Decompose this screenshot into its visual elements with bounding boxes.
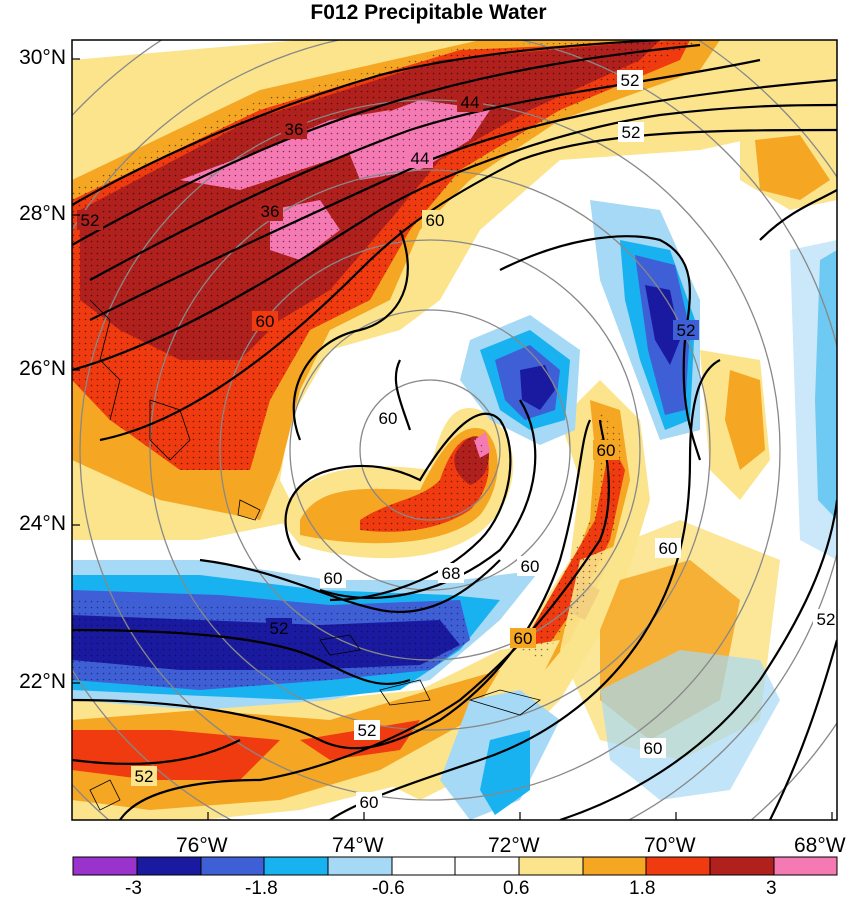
stipple-north [72,40,700,470]
contour-label: 52 [77,210,103,230]
lon-label-74w: 74°W [332,834,384,857]
contour-label: 44 [407,148,433,168]
lon-label-68w: 68°W [794,834,846,857]
svg-text:60: 60 [659,539,678,558]
svg-text:60: 60 [256,312,275,331]
stipple-ring [360,437,489,532]
svg-text:44: 44 [461,93,480,112]
contour-label: 60 [356,792,382,812]
contour-label: 52 [673,320,699,340]
lon-label-76w: 76°W [176,834,228,857]
contour-label: 52 [618,122,644,142]
colorbar-cell [454,856,520,876]
lat-label-26n: 26°N [19,357,66,380]
svg-text:52: 52 [81,211,100,230]
colorbar-cell [200,856,265,876]
cold-se-lightblue [600,650,780,800]
contour-label: 52 [813,609,837,629]
contour-label: 52 [266,618,292,638]
colorbar-cell [136,856,202,876]
colorbar-cell [582,856,647,876]
plot-title: F012 Precipitable Water [310,1,547,24]
contour-label: 52 [354,720,380,740]
svg-text:68: 68 [442,564,461,583]
colorbar-cell [518,856,584,876]
svg-text:60: 60 [521,557,540,576]
colorbar-cell [709,856,775,876]
warm-streak-east-yellow [380,380,650,800]
pw-contours [72,40,837,820]
colorbar-cell [327,856,393,876]
svg-text:36: 36 [285,120,304,139]
contour-label: 60 [655,538,681,558]
contour-label: 60 [252,311,278,331]
colorbar-cell [263,856,329,876]
colorbar [72,856,838,876]
axis-ticks [72,58,833,820]
contour-label: 60 [320,568,346,588]
svg-text:52: 52 [621,71,640,90]
cold-east-edge-lightblue [790,240,837,560]
svg-text:36: 36 [261,202,280,221]
contour-label: 52 [617,70,643,90]
colorbar-cell [773,856,838,876]
contour-label: 60 [375,408,401,428]
contour-label: 60 [593,440,619,460]
colorbar-label: 3 [766,878,777,899]
svg-text:60: 60 [379,409,398,428]
colorbar-label: -1.8 [245,878,278,899]
svg-text:60: 60 [360,793,379,812]
coastlines [89,299,541,811]
cold-center-darkblue [520,365,555,410]
svg-text:60: 60 [514,629,533,648]
svg-text:52: 52 [358,721,377,740]
svg-text:52: 52 [677,321,696,340]
svg-text:52: 52 [622,123,641,142]
lat-label-22n: 22°N [19,670,66,693]
colorbar-label: 1.8 [629,878,656,899]
contour-labels: 36 44 52 52 36 44 52 60 60 52 60 60 60 6… [77,70,837,812]
lat-label-24n: 24°N [19,512,66,535]
colorbar-cell [391,856,456,876]
colorbar-label: -3 [125,878,142,899]
svg-text:52: 52 [817,610,836,629]
contour-label: 60 [422,210,448,230]
plot-frame [71,39,838,821]
contour-label: 44 [457,92,483,112]
contour-label: 60 [640,738,666,758]
svg-text:60: 60 [324,569,343,588]
cold-south-streak-cyan [480,730,530,815]
warm-ne-orange [755,135,830,200]
svg-text:44: 44 [411,149,430,168]
cold-ne-darkblue [645,285,680,365]
colorbar-cell [72,856,138,876]
contour-label: 60 [517,556,543,576]
stipple-east [520,410,625,660]
contour-label: 36 [257,201,283,221]
colorbar-label: -0.6 [372,878,405,899]
colorbar-label: 0.6 [503,878,530,899]
svg-text:60: 60 [644,739,663,758]
contour-label: 68 [438,563,464,583]
svg-text:60: 60 [597,441,616,460]
contour-label: 60 [510,628,536,648]
svg-text:52: 52 [270,619,289,638]
lon-label-72w: 72°W [488,834,540,857]
lat-label-28n: 28°N [19,202,66,225]
contour-label: 52 [131,766,157,786]
colorbar-cell [645,856,711,876]
lon-label-70w: 70°W [644,834,696,857]
svg-text:52: 52 [135,767,154,786]
warm-band-south-red [72,730,280,780]
contour-label: 36 [281,119,307,139]
lat-label-30n: 30°N [19,46,66,69]
svg-text:60: 60 [426,211,445,230]
warm-streak-far-east-orange [725,370,765,470]
